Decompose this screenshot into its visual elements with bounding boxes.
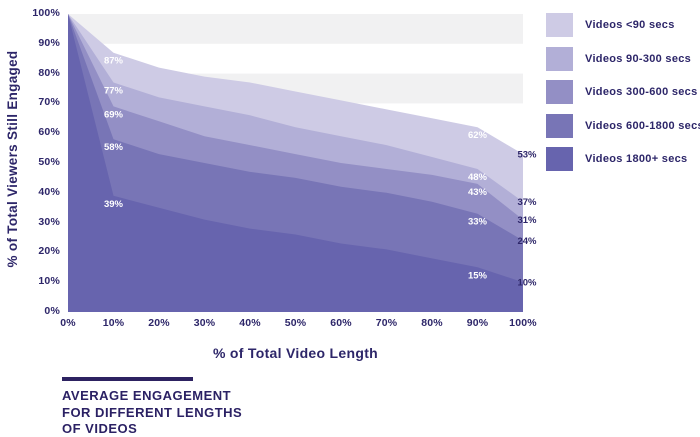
x-axis-title: % of Total Video Length (212, 345, 379, 361)
area-videos-1800plus-secs (68, 14, 523, 312)
legend-item-videos-300-600-secs: Videos 300-600 secs (546, 80, 700, 104)
value-label: 69% (104, 109, 124, 120)
x-tick-label: 20% (148, 317, 170, 329)
value-label: 62% (468, 130, 488, 141)
legend-item-videos-1800plus-secs: Videos 1800+ secs (546, 147, 700, 171)
value-label: 87% (104, 56, 124, 67)
x-tick-label: 0% (60, 317, 76, 329)
y-tick-label: 30% (38, 215, 60, 228)
y-tick-label: 10% (38, 275, 60, 288)
chart-title-block: AVERAGE ENGAGEMENT FOR DIFFERENT LENGTHS O… (62, 377, 382, 437)
y-tick-label: 80% (38, 66, 60, 79)
y-tick-label: 40% (38, 185, 60, 198)
value-label: 33% (468, 217, 488, 228)
legend-label: Videos 90-300 secs (585, 52, 692, 65)
x-tick-label: 90% (466, 317, 489, 329)
value-label: 48% (468, 172, 488, 183)
value-label-end: 53% (517, 150, 537, 161)
x-tick-label: 70% (375, 317, 398, 329)
value-label: 39% (104, 199, 124, 210)
y-tick-label: 20% (38, 245, 60, 258)
legend-label: Videos 300-600 secs (585, 86, 698, 98)
chart-title-line: AVERAGE ENGAGEMENT (62, 388, 232, 403)
value-label: 15% (468, 270, 488, 281)
y-tick-label: 60% (38, 126, 60, 139)
y-tick-label: 0% (44, 305, 60, 317)
legend-item-videos-600-1800-secs: Videos 600-1800 secs (546, 113, 700, 138)
x-tick-label: 80% (421, 317, 443, 329)
legend-swatch (546, 147, 573, 171)
x-tick-label: 100% (509, 317, 537, 329)
value-label: 43% (468, 187, 488, 198)
y-tick-label: 50% (38, 156, 60, 168)
y-tick-label: 100% (32, 7, 60, 19)
value-label: 77% (104, 86, 124, 97)
x-tick-label: 30% (193, 317, 216, 329)
legend-swatch (546, 13, 573, 37)
title-rule (62, 377, 193, 381)
legend-swatch (546, 113, 573, 138)
legend-item-videos-90-secs: Videos <90 secs (546, 13, 700, 37)
area-chart-svg: 87% 77% 69% 58% 39% 62% 48% 43% 33% 15% 53% 37% 31% 2… (68, 14, 537, 312)
x-tick-label: 40% (239, 317, 261, 329)
y-tick-label: 90% (38, 36, 60, 49)
legend-item-videos-90-300-secs: Videos 90-300 secs (546, 46, 700, 71)
x-tick-label: 50% (284, 317, 307, 329)
value-label-end: 24% (517, 236, 537, 247)
chart-title-line: OF VIDEOS (62, 421, 138, 436)
background-stripe (68, 14, 523, 44)
chart-title: AVERAGE ENGAGEMENT FOR DIFFERENT LENGTHS O… (62, 388, 382, 437)
legend-label: Videos <90 secs (585, 19, 675, 31)
x-tick-label: 60% (330, 317, 352, 329)
legend-label: Videos 1800+ secs (585, 153, 688, 165)
engagement-area-chart: 87% 77% 69% 58% 39% 62% 48% 43% 33% 15% 53% 37% 31% 2… (68, 14, 568, 312)
chart-legend: Videos <90 secs Videos 90-300 secs Videos … (546, 13, 700, 181)
legend-label: Videos 600-1800 secs (585, 119, 700, 132)
y-tick-label: 70% (38, 96, 60, 109)
x-tick-label: 10% (102, 317, 125, 329)
chart-title-line: FOR DIFFERENT LENGTHS (62, 404, 243, 420)
legend-swatch (546, 80, 573, 104)
value-label-end: 37% (517, 197, 537, 208)
value-label: 58% (104, 142, 124, 153)
value-label-end: 10% (517, 278, 537, 289)
value-label-end: 31% (517, 215, 537, 226)
legend-swatch (546, 46, 573, 71)
